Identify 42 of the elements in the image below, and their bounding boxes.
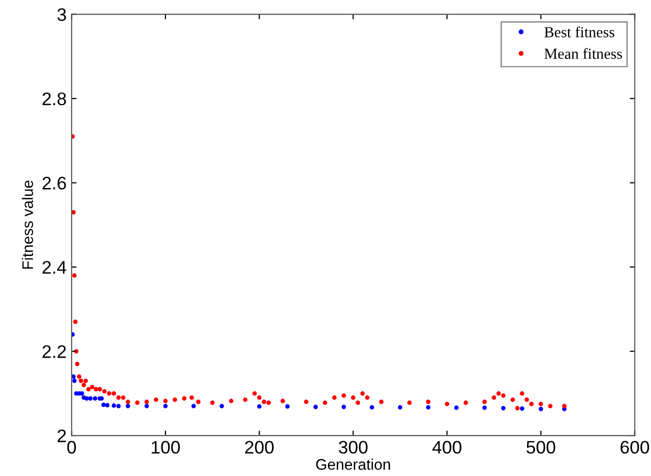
x-tick-label: 0 (67, 440, 76, 454)
point (501, 406, 506, 410)
x-tick-label: 500 (526, 440, 556, 454)
point (88, 396, 93, 401)
point (538, 406, 544, 412)
y-tick-label: 2.2 (42, 345, 66, 358)
y-axis-title: Fitness value (22, 180, 34, 269)
point (398, 405, 402, 410)
x-tick-label: 100 (152, 440, 180, 454)
point (454, 406, 459, 410)
x-tick-label: 400 (432, 440, 462, 454)
point (220, 404, 224, 408)
y-tick-label: 2.8 (42, 92, 66, 106)
point (101, 402, 106, 407)
x-tick-label: 600 (620, 440, 650, 454)
point (126, 404, 130, 408)
point (342, 404, 346, 410)
point (163, 404, 168, 408)
point (520, 406, 524, 411)
point (313, 404, 318, 410)
point (116, 404, 121, 408)
point (92, 396, 98, 401)
legend-label: Best fitness (544, 26, 614, 38)
point (426, 405, 430, 410)
x-axis-title: Generation (316, 458, 390, 470)
point (285, 404, 290, 409)
y-tick-label: 2 (58, 429, 66, 442)
y-tick-label: 2.6 (42, 176, 66, 190)
point (112, 403, 116, 408)
point (72, 374, 76, 379)
point (144, 404, 149, 408)
y-tick-label: 2.4 (42, 260, 66, 274)
x-tick-label: 200 (245, 440, 274, 454)
legend-label: Mean fitness (544, 48, 622, 59)
point (191, 404, 196, 408)
point (105, 403, 110, 408)
point (257, 404, 262, 409)
x-tick-label: 300 (338, 440, 368, 454)
point (72, 378, 77, 383)
point (370, 405, 374, 410)
point (482, 406, 487, 410)
y-tick-label: 3 (57, 8, 66, 21)
